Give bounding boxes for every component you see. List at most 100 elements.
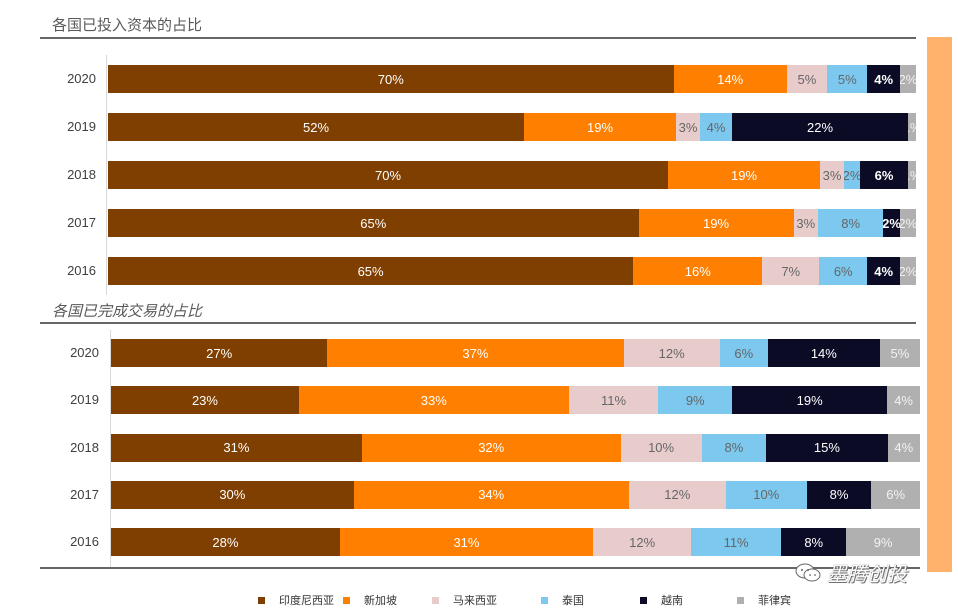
chart1-segment-2019-新加坡: 19%: [524, 113, 676, 141]
chart2-segment-2020-马来西亚: 12%: [623, 339, 720, 367]
chart2-segment-2017-马来西亚: 12%: [628, 480, 726, 509]
chart1-bar-2016: 65%16%7%6%4%2%: [108, 257, 916, 285]
chart1-segment-2017-印度尼西亚: 65%: [108, 209, 639, 237]
chart2-segment-2017-越南: 8%: [806, 480, 872, 509]
chart1-segment-2016-印度尼西亚: 65%: [108, 257, 634, 285]
chart1-year-label-2020: 2020: [67, 71, 96, 86]
chart1-segment-2016-新加坡: 16%: [633, 257, 763, 285]
chart2-bar-2020: 27% 37% 12% 6% 14% 5%: [111, 339, 920, 367]
legend-label: 马来西亚: [453, 595, 497, 607]
chart1-segment-2017-泰国: 8%: [818, 209, 884, 237]
chart1-bar-2019: 52%19%3%4%22%1%: [108, 113, 916, 141]
chart2-segment-2018-马来西亚: 10%: [620, 433, 702, 462]
chart2-year-label-2017: 2017: [70, 486, 99, 502]
chart2-segment-2017-新加坡: 34%: [353, 480, 629, 509]
chart2-segment-2017-印度尼西亚: 30%: [111, 480, 354, 509]
legend-swatch: [737, 596, 744, 604]
chart1-segment-2020-菲律宾: 2%: [899, 65, 916, 93]
chart2-segment-2016-印度尼西亚: 28%: [111, 528, 340, 557]
legend-item-新加坡: 新加坡: [343, 592, 397, 608]
legend: 印度尼西亚 新加坡 马来西亚 泰国 越南 菲律宾: [0, 592, 958, 608]
chart2-axis-line: [110, 330, 111, 568]
chart1-segment-2016-菲律宾: 2%: [899, 257, 916, 285]
chart2-segment-2020-越南: 14%: [767, 339, 880, 367]
chart2-segment-2018-菲律宾: 4%: [887, 433, 920, 462]
chart1-segment-2018-新加坡: 19%: [668, 161, 820, 189]
chart1-segment-2020-越南: 4%: [867, 65, 900, 93]
chart2-segment-2018-新加坡: 32%: [361, 433, 621, 462]
chart1-segment-2018-菲律宾: 1%: [908, 161, 916, 189]
chart2-segment-2018-越南: 15%: [766, 433, 888, 462]
chart2-segment-2016-马来西亚: 12%: [593, 528, 692, 557]
legend-label: 印度尼西亚: [279, 595, 334, 607]
chart2-bar-2019: 23% 33% 11% 9% 19% 4%: [111, 386, 920, 415]
wechat-icon: [795, 563, 821, 581]
chart2-segment-2017-菲律宾: 6%: [871, 480, 920, 509]
chart2-segment-2016-泰国: 11%: [691, 528, 782, 557]
chart1-segment-2017-马来西亚: 3%: [793, 209, 819, 237]
chart2-header-rule: [40, 322, 916, 324]
chart2-bar-2018: 31% 32% 10% 8% 15% 4%: [111, 433, 920, 462]
legend-label: 新加坡: [364, 595, 397, 607]
chart2-segment-2020-新加坡: 37%: [327, 339, 624, 367]
chart1-year-label-2016: 2016: [67, 263, 96, 278]
chart1-year-label-2019: 2019: [67, 119, 96, 134]
legend-swatch: [541, 596, 548, 604]
chart2-year-label-2020: 2020: [70, 345, 99, 360]
chart2-segment-2019-新加坡: 33%: [298, 386, 569, 415]
legend-item-菲律宾: 菲律宾: [737, 592, 791, 608]
chart2-segment-2019-越南: 19%: [732, 386, 888, 415]
chart2-segment-2020-菲律宾: 5%: [879, 339, 920, 367]
chart1-segment-2020-马来西亚: 5%: [786, 65, 828, 93]
chart1-segment-2020-印度尼西亚: 70%: [108, 65, 674, 93]
legend-swatch: [640, 596, 647, 604]
chart2-segment-2016-菲律宾: 9%: [846, 528, 920, 557]
chart2-year-label-2019: 2019: [70, 392, 99, 408]
chart1-header-rule: [40, 37, 916, 39]
chart2-segment-2019-菲律宾: 4%: [887, 386, 920, 415]
chart1-axis-line: [106, 55, 107, 295]
chart2-segment-2020-印度尼西亚: 27%: [111, 339, 328, 367]
chart1-segment-2018-印度尼西亚: 70%: [108, 161, 668, 189]
chart1-segment-2017-越南: 2%: [883, 209, 900, 237]
chart2-bar-2016: 28% 31% 12% 11% 8% 9%: [111, 528, 920, 557]
chart1-segment-2016-越南: 4%: [867, 257, 900, 285]
chart1-year-label-2018: 2018: [67, 167, 96, 182]
chart2-segment-2018-泰国: 8%: [701, 433, 767, 462]
chart1-segment-2018-马来西亚: 3%: [820, 161, 844, 189]
legend-item-越南: 越南: [640, 592, 683, 608]
chart1-segment-2019-马来西亚: 3%: [676, 113, 700, 141]
chart1-year-label-2017: 2017: [67, 215, 96, 230]
chart1-segment-2018-越南: 6%: [860, 161, 908, 189]
chart1-segment-2017-新加坡: 19%: [638, 209, 794, 237]
chart1-bar-2017: 65%19%3%8%2%2%: [108, 209, 916, 237]
legend-item-印度尼西亚: 印度尼西亚: [258, 592, 334, 608]
chart2-segment-2016-越南: 8%: [781, 528, 847, 557]
chart2-title: 各国已完成交易的占比: [52, 303, 203, 320]
chart1-segment-2018-泰国: 2%: [844, 161, 860, 189]
chart2-year-label-2018: 2018: [70, 439, 99, 455]
chart2-segment-2017-泰国: 10%: [725, 480, 807, 509]
chart2-segment-2020-泰国: 6%: [719, 339, 768, 367]
legend-label: 越南: [661, 595, 683, 607]
chart2-bottom-rule: [40, 567, 920, 569]
legend-label: 菲律宾: [758, 595, 791, 607]
chart1-bar-2020: 70%14%5%5%4%2%: [108, 65, 916, 93]
chart1-segment-2016-泰国: 6%: [819, 257, 868, 285]
chart1-segment-2019-印度尼西亚: 52%: [108, 113, 524, 141]
chart1-segment-2019-泰国: 4%: [700, 113, 732, 141]
chart1-segment-2016-马来西亚: 7%: [762, 257, 819, 285]
chart1-segment-2019-菲律宾: 1%: [908, 113, 916, 141]
chart2-segment-2016-新加坡: 31%: [339, 528, 594, 557]
chart2-segment-2018-印度尼西亚: 31%: [111, 433, 362, 462]
chart2-segment-2019-印度尼西亚: 23%: [111, 386, 299, 415]
legend-swatch: [432, 596, 439, 604]
legend-swatch: [258, 596, 265, 604]
chart1-title: 各国已投入资本的占比: [52, 17, 203, 34]
legend-label: 泰国: [562, 595, 584, 607]
chart1-bar-2018: 70%19%3%2%6%1%: [108, 161, 916, 189]
watermark: 墨腾创投: [795, 558, 907, 587]
accent-strip: [927, 37, 952, 572]
chart2-segment-2019-马来西亚: 11%: [568, 386, 659, 415]
watermark-text: 墨腾创投: [827, 564, 907, 586]
